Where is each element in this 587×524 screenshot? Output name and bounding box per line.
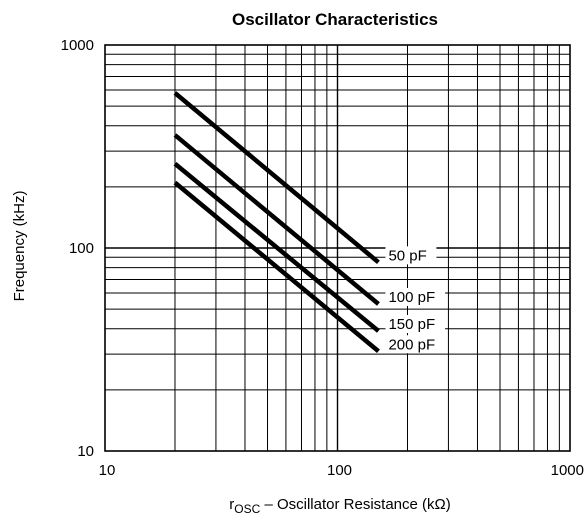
x-axis-title-prefix: r	[229, 496, 234, 513]
series-label: 50 pF	[388, 247, 426, 264]
plot-grid	[104, 44, 571, 452]
x-axis-title-subscript: OSC	[234, 502, 260, 516]
x-tick-label: 1000	[551, 462, 584, 479]
series-label-background	[385, 287, 446, 306]
chart-title: Oscillator Characteristics	[232, 10, 438, 29]
y-axis-title: Frequency (kHz)	[11, 191, 28, 302]
series-line	[173, 162, 380, 333]
x-tick-label: 100	[327, 462, 352, 479]
plot-frame	[104, 44, 571, 452]
series-label-background	[385, 315, 446, 334]
series-label-background	[385, 246, 437, 265]
series-label: 100 pF	[388, 289, 435, 306]
series-line	[173, 180, 380, 353]
y-tick-label: 100	[69, 240, 94, 257]
tick-label-layer: 10 100 1000 10 100 1000	[61, 37, 584, 479]
series-line	[173, 133, 380, 306]
y-tick-label: 10	[77, 443, 94, 460]
y-tick-label: 1000	[61, 37, 94, 54]
series-label: 200 pF	[388, 336, 435, 353]
x-axis-title: rOSC – Oscillator Resistance (kΩ)	[229, 496, 450, 516]
series-layer	[173, 91, 380, 353]
series-label: 150 pF	[388, 316, 435, 333]
x-tick-label: 10	[99, 462, 116, 479]
x-axis-title-suffix: – Oscillator Resistance (kΩ)	[260, 496, 450, 513]
series-label-background	[385, 335, 446, 354]
series-label-layer: 50 pF 100 pF 150 pF 200 pF	[385, 246, 446, 354]
series-line	[173, 91, 380, 265]
